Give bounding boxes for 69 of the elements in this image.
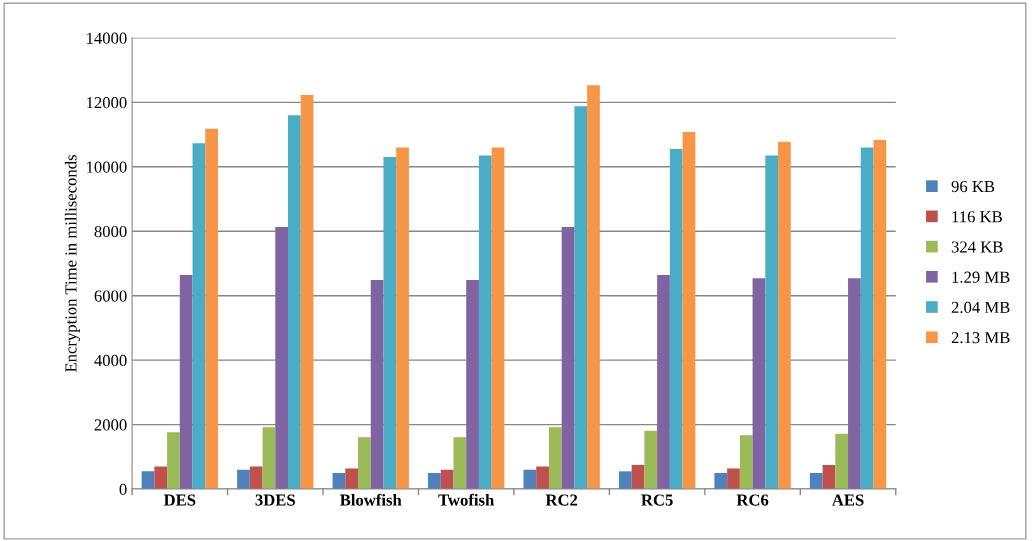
- bar: [370, 279, 384, 490]
- bar: [523, 469, 537, 490]
- x-tick-label: 3DES: [255, 494, 295, 506]
- bar: [822, 464, 836, 490]
- bar: [383, 157, 397, 490]
- bar: [237, 469, 250, 490]
- legend-label: 96 KB: [951, 180, 995, 193]
- bar: [587, 85, 600, 490]
- y-tick-label: 14000: [87, 32, 127, 44]
- x-tick-label: RC6: [736, 494, 769, 506]
- bar: [428, 472, 441, 490]
- y-tick-label: 4000: [94, 354, 127, 367]
- bar: [154, 466, 168, 490]
- bar: [631, 464, 645, 490]
- x-tick-label: DES: [163, 494, 196, 506]
- bar: [205, 128, 219, 490]
- bar: [466, 279, 479, 490]
- bar: [249, 466, 263, 490]
- bar: [358, 437, 371, 490]
- bar: [618, 471, 632, 490]
- bar: [396, 147, 409, 490]
- y-tick-label: 10000: [87, 161, 127, 173]
- bar: [548, 427, 562, 490]
- bar: [179, 275, 193, 490]
- bar: [300, 94, 314, 490]
- x-tick-label: Twofish: [438, 493, 495, 506]
- bar: [275, 227, 289, 490]
- y-tick-label: 6000: [94, 290, 127, 302]
- legend-label: 2.13 MB: [951, 332, 1010, 344]
- bar: [262, 427, 276, 490]
- bar: [809, 472, 823, 490]
- bar: [765, 155, 779, 490]
- bar: [714, 472, 728, 490]
- bar: [167, 432, 180, 490]
- bar: [860, 147, 874, 490]
- bar: [141, 471, 155, 490]
- bar: [669, 149, 683, 490]
- legend-label: 324 KB: [951, 241, 1003, 253]
- bar: [835, 433, 849, 490]
- bar: [345, 468, 359, 490]
- bar: [752, 278, 766, 490]
- bar: [574, 106, 588, 490]
- legend-label: 116 KB: [952, 211, 1002, 223]
- bar: [192, 143, 206, 490]
- bar: [288, 115, 301, 490]
- bar: [739, 435, 753, 490]
- y-tick-label: 8000: [94, 225, 127, 238]
- bar: [536, 466, 549, 490]
- y-tick-label: 12000: [87, 97, 127, 109]
- bar: [644, 430, 658, 490]
- bar: [727, 468, 740, 490]
- y-tick-label: 0: [119, 483, 127, 496]
- bar: [873, 140, 887, 490]
- bar: [478, 155, 492, 490]
- bar: [491, 147, 505, 490]
- bar: [682, 131, 696, 490]
- y-tick-label: 2000: [94, 419, 127, 431]
- x-tick-label: RC5: [641, 494, 673, 506]
- bar: [848, 278, 861, 490]
- x-tick-label: RC2: [545, 494, 578, 506]
- bar: [778, 141, 791, 490]
- legend-label: 2.04 MB: [951, 301, 1010, 314]
- bar: [561, 227, 575, 490]
- y-axis-title: Encryption Time in milliseconds: [64, 155, 81, 373]
- bar: [453, 437, 467, 490]
- x-tick-label: AES: [832, 494, 864, 506]
- x-tick-label: Blowfish: [340, 493, 402, 506]
- bar: [657, 275, 670, 490]
- legend-label: 1.29 MB: [952, 271, 1010, 283]
